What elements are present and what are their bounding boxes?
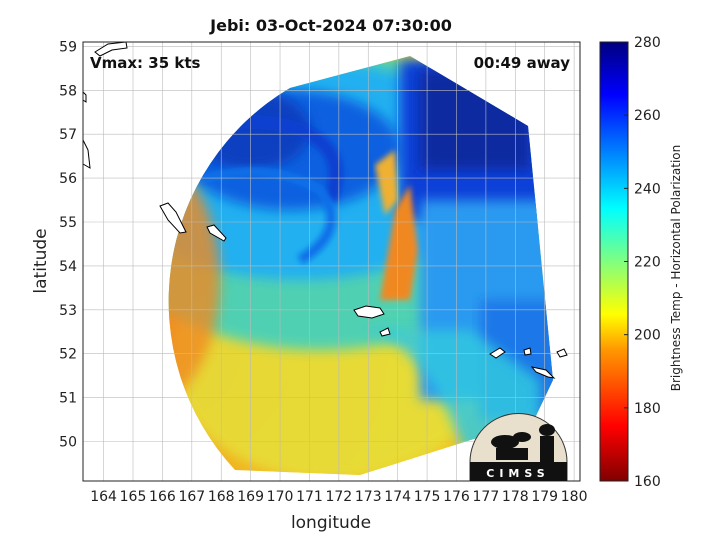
y-tick-label: 56 xyxy=(59,171,77,187)
x-tick-label: 171 xyxy=(296,489,323,505)
x-tick-label: 178 xyxy=(502,489,529,505)
x-tick-label: 169 xyxy=(237,489,264,505)
island-agattu xyxy=(379,327,391,337)
x-tick-label: 180 xyxy=(561,489,588,505)
x-tick-label: 174 xyxy=(384,489,411,505)
coastlines xyxy=(82,41,568,379)
island-rat-2 xyxy=(523,347,532,356)
y-tick-label: 50 xyxy=(59,434,77,450)
axes-frame xyxy=(82,41,581,482)
y-tick-label: 55 xyxy=(59,215,77,231)
y-tick-label: 57 xyxy=(59,127,77,143)
x-tick-label: 168 xyxy=(208,489,235,505)
island-rat-4 xyxy=(556,348,568,358)
swath-imagery xyxy=(168,56,554,475)
island-rat-1 xyxy=(489,347,506,359)
coast-kamchatka-north xyxy=(94,41,128,57)
island-medny xyxy=(206,224,227,242)
colorbar-tick-label: 200 xyxy=(634,328,661,344)
y-tick-label: 58 xyxy=(59,83,77,99)
colorbar xyxy=(599,41,629,482)
x-tick-label: 173 xyxy=(355,489,382,505)
colorbar-label: Brightness Temp - Horizontal Polarizatio… xyxy=(669,145,683,392)
x-tick-label: 172 xyxy=(325,489,352,505)
satellite-dish-icon xyxy=(491,435,519,449)
colorbar-tick-label: 280 xyxy=(634,35,661,51)
island-bering xyxy=(159,202,187,234)
vmax-label: Vmax: 35 kts xyxy=(90,54,200,72)
y-tick-labels: 50 51 52 53 54 55 56 57 58 59 xyxy=(59,39,77,450)
y-tick-label: 53 xyxy=(59,303,77,319)
colorbar-tick-label: 180 xyxy=(634,401,661,417)
y-axis-label: latitude xyxy=(31,228,51,293)
y-tick-label: 51 xyxy=(59,391,77,407)
x-tick-label: 170 xyxy=(267,489,294,505)
x-tick-label: 164 xyxy=(90,489,117,505)
x-tick-labels: 164 165 166 167 168 169 170 171 172 173 174 175 176 1… xyxy=(90,489,587,505)
chart-title: Jebi: 03-Oct-2024 07:30:00 xyxy=(209,16,452,35)
colorbar-tick-label: 240 xyxy=(634,181,661,197)
island-attu xyxy=(353,305,385,319)
x-tick-label: 175 xyxy=(414,489,441,505)
colorbar-tick-label: 260 xyxy=(634,108,661,124)
colorbar-tick-label: 220 xyxy=(634,255,661,271)
logo-text: CIMSS xyxy=(486,467,549,480)
x-tick-label: 177 xyxy=(473,489,500,505)
x-tick-label: 166 xyxy=(149,489,176,505)
x-axis-label: longitude xyxy=(291,513,371,533)
y-tick-label: 59 xyxy=(59,39,77,55)
x-tick-label: 167 xyxy=(178,489,205,505)
x-tick-label: 165 xyxy=(120,489,147,505)
island-rat-3 xyxy=(530,366,556,379)
cimss-logo: CIMSS xyxy=(469,413,568,482)
colorbar-tick-label: 160 xyxy=(634,474,661,490)
y-tick-label: 52 xyxy=(59,347,77,363)
colorbar-tick-labels: 160 180 200 220 240 260 280 xyxy=(624,35,661,490)
x-tick-label: 176 xyxy=(443,489,470,505)
x-tick-label: 179 xyxy=(531,489,558,505)
water-tower-icon xyxy=(540,436,554,462)
y-tick-label: 54 xyxy=(59,259,77,275)
time-away-label: 00:49 away xyxy=(474,54,571,72)
